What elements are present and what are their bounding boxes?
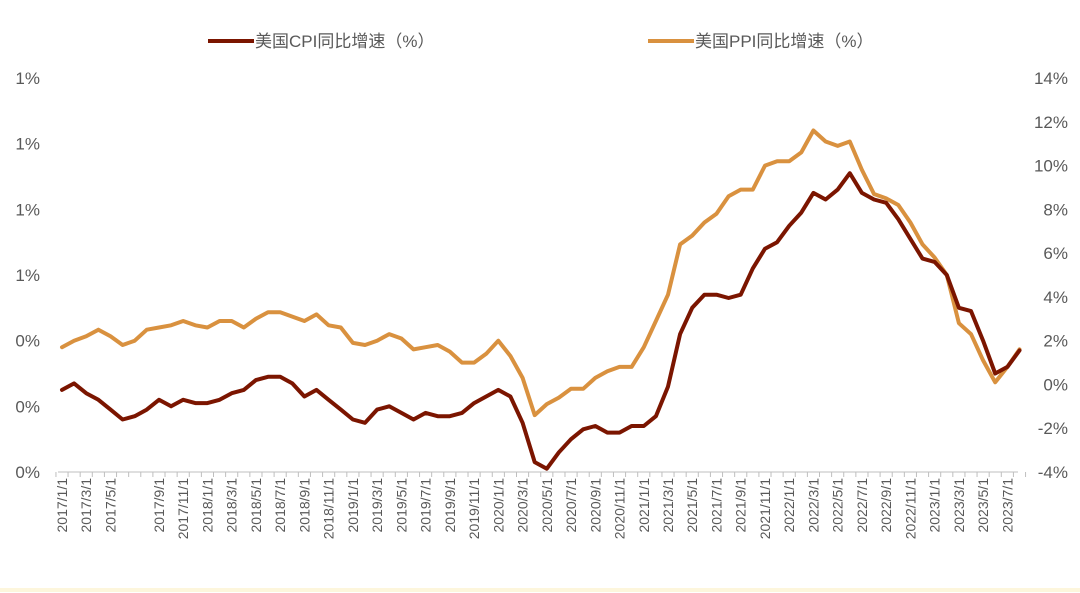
x-tick-label: 2022/7/1 bbox=[854, 478, 870, 533]
right-tick-label: 14% bbox=[1034, 69, 1068, 88]
x-tick-label: 2023/1/1 bbox=[927, 478, 943, 533]
left-tick-label: 0% bbox=[15, 332, 40, 351]
cpi-series-line bbox=[60, 171, 1022, 471]
right-tick-label: 0% bbox=[1043, 375, 1068, 394]
legend-ppi-label: 美国PPI同比增速（%） bbox=[695, 32, 874, 51]
x-tick-label: 2021/7/1 bbox=[708, 478, 724, 533]
x-tick-label: 2018/5/1 bbox=[248, 478, 264, 533]
left-tick-label: 1% bbox=[15, 200, 40, 219]
x-tick-label: 2023/3/1 bbox=[951, 478, 967, 533]
x-tick-label: 2023/5/1 bbox=[975, 478, 991, 533]
series-group bbox=[60, 128, 1022, 471]
right-tick-label: 6% bbox=[1043, 244, 1068, 263]
x-tick-label: 2020/7/1 bbox=[563, 478, 579, 533]
x-tick-label: 2021/9/1 bbox=[733, 478, 749, 533]
right-tick-label: 12% bbox=[1034, 113, 1068, 132]
x-tick-label: 2019/5/1 bbox=[393, 478, 409, 533]
left-tick-label: 1% bbox=[15, 135, 40, 154]
x-tick-label: 2021/5/1 bbox=[684, 478, 700, 533]
right-tick-label: 2% bbox=[1043, 332, 1068, 351]
x-tick-label: 2018/3/1 bbox=[224, 478, 240, 533]
right-tick-label: 4% bbox=[1043, 288, 1068, 307]
left-tick-label: 0% bbox=[15, 397, 40, 416]
x-tick-label: 2018/9/1 bbox=[296, 478, 312, 533]
ppi-series-line bbox=[60, 128, 1022, 418]
left-tick-label: 1% bbox=[15, 69, 40, 88]
x-tick-label: 2020/1/1 bbox=[490, 478, 506, 533]
x-tick-label: 2018/1/1 bbox=[199, 478, 215, 533]
x-tick-label: 2018/7/1 bbox=[272, 478, 288, 533]
right-axis: -4% -2% 0% 2% 4% 6% 8% 10% 12% 14% bbox=[1034, 69, 1068, 482]
left-tick-label: 1% bbox=[15, 266, 40, 285]
x-axis: 2017/1/1 2017/3/1 2017/5/1 2017/9/1 2017/11/… bbox=[54, 471, 1027, 539]
x-tick-label: 2022/3/1 bbox=[805, 478, 821, 533]
x-tick-label: 2020/3/1 bbox=[515, 478, 531, 533]
left-axis: 0% 0% 0% 1% 1% 1% 1% bbox=[15, 69, 40, 482]
x-tick-label: 2019/7/1 bbox=[418, 478, 434, 533]
x-tick-label: 2022/11/1 bbox=[902, 478, 918, 539]
x-tick-label: 2019/9/1 bbox=[442, 478, 458, 533]
x-tick-label: 2017/3/1 bbox=[78, 478, 94, 533]
x-tick-label: 2017/5/1 bbox=[102, 478, 118, 533]
bottom-strip bbox=[0, 588, 1080, 592]
x-tick-label: 2023/7/1 bbox=[999, 478, 1015, 533]
x-tick-label: 2021/1/1 bbox=[636, 478, 652, 533]
x-tick-label: 2020/11/1 bbox=[612, 478, 628, 539]
x-tick-label: 2017/11/1 bbox=[175, 478, 191, 539]
x-tick-label: 2019/3/1 bbox=[369, 478, 385, 533]
x-tick-label: 2021/3/1 bbox=[660, 478, 676, 533]
x-tick-label: 2021/11/1 bbox=[757, 478, 773, 539]
right-tick-label: 10% bbox=[1034, 157, 1068, 176]
x-tick-label: 2017/1/1 bbox=[54, 478, 70, 533]
right-tick-label: 8% bbox=[1043, 200, 1068, 219]
left-tick-label: 0% bbox=[15, 463, 40, 482]
legend: 美国CPI同比增速（%） 美国PPI同比增速（%） bbox=[208, 32, 874, 51]
right-tick-label: -4% bbox=[1038, 463, 1068, 482]
legend-cpi-label: 美国CPI同比增速（%） bbox=[255, 32, 434, 51]
x-tick-label: 2019/11/1 bbox=[466, 478, 482, 539]
x-tick-label: 2019/1/1 bbox=[345, 478, 361, 533]
right-tick-label: -2% bbox=[1038, 419, 1068, 438]
x-tick-label: 2022/1/1 bbox=[781, 478, 797, 533]
x-tick-label: 2018/11/1 bbox=[321, 478, 337, 539]
x-tick-label: 2017/9/1 bbox=[151, 478, 167, 533]
x-tick-label: 2020/5/1 bbox=[539, 478, 555, 533]
x-tick-label: 2022/9/1 bbox=[878, 478, 894, 533]
x-tick-label: 2022/5/1 bbox=[830, 478, 846, 533]
x-tick-label: 2020/9/1 bbox=[587, 478, 603, 533]
